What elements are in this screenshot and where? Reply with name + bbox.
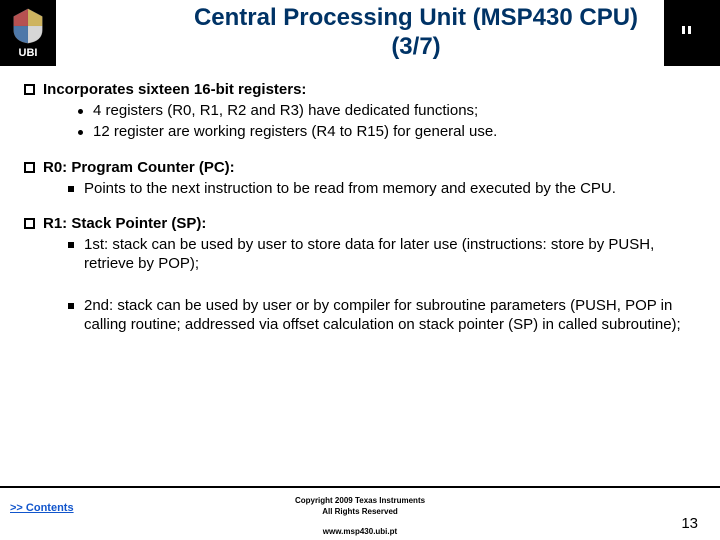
list-item: 1st: stack can be used by user to store … — [68, 235, 696, 273]
checkbox-bullet-icon — [24, 218, 35, 229]
list-item: 2nd: stack can be used by user or by com… — [68, 296, 696, 334]
header-bar: UBI Central Processing Unit (MSP430 CPU)… — [0, 0, 720, 66]
slide-title: Central Processing Unit (MSP430 CPU) (3/… — [56, 4, 720, 62]
dot-bullet-icon — [78, 130, 83, 135]
list-item: Points to the next instruction to be rea… — [68, 179, 696, 198]
copyright-block: Copyright 2009 Texas Instruments All Rig… — [0, 496, 720, 518]
ti-logo-icon — [672, 14, 712, 52]
sub-list: 1st: stack can be used by user to store … — [24, 235, 696, 334]
slide-content: Incorporates sixteen 16-bit registers: 4… — [0, 66, 720, 334]
list-item: 4 registers (R0, R1, R2 and R3) have ded… — [78, 101, 696, 120]
section-heading: R1: Stack Pointer (SP): — [24, 214, 696, 233]
list-item: 12 register are working registers (R4 to… — [78, 122, 696, 141]
checkbox-bullet-icon — [24, 84, 35, 95]
sub-list: 4 registers (R0, R1, R2 and R3) have ded… — [24, 101, 696, 141]
dot-bullet-icon — [78, 109, 83, 114]
square-bullet-icon — [68, 242, 74, 248]
section-registers: Incorporates sixteen 16-bit registers: 4… — [24, 80, 696, 142]
title-line-1: Central Processing Unit (MSP430 CPU) — [56, 4, 720, 33]
section-r0: R0: Program Counter (PC): Points to the … — [24, 158, 696, 198]
ubi-label: UBI — [19, 47, 38, 59]
sub-list: Points to the next instruction to be rea… — [24, 179, 696, 198]
heading-text: R1: Stack Pointer (SP): — [43, 214, 206, 233]
item-text: 4 registers (R0, R1, R2 and R3) have ded… — [93, 101, 478, 120]
checkbox-bullet-icon — [24, 162, 35, 173]
title-line-2: (3/7) — [56, 33, 720, 62]
copyright-line-2: All Rights Reserved — [0, 507, 720, 518]
square-bullet-icon — [68, 303, 74, 309]
section-r1: R1: Stack Pointer (SP): 1st: stack can b… — [24, 214, 696, 334]
section-heading: R0: Program Counter (PC): — [24, 158, 696, 177]
copyright-line-1: Copyright 2009 Texas Instruments — [0, 496, 720, 507]
item-text: 12 register are working registers (R4 to… — [93, 122, 497, 141]
heading-text: Incorporates sixteen 16-bit registers: — [43, 80, 306, 99]
item-text: 2nd: stack can be used by user or by com… — [84, 296, 696, 334]
square-bullet-icon — [68, 186, 74, 192]
footer: >> Contents Copyright 2009 Texas Instrum… — [0, 486, 720, 540]
slide-number: 13 — [681, 515, 698, 532]
website-url: www.msp430.ubi.pt — [0, 527, 720, 536]
item-text: 1st: stack can be used by user to store … — [84, 235, 696, 273]
heading-text: R0: Program Counter (PC): — [43, 158, 235, 177]
title-area: Central Processing Unit (MSP430 CPU) (3/… — [56, 0, 664, 66]
item-text: Points to the next instruction to be rea… — [84, 179, 616, 198]
ubi-crest-icon — [9, 7, 47, 45]
ubi-logo: UBI — [0, 0, 56, 66]
section-heading: Incorporates sixteen 16-bit registers: — [24, 80, 696, 99]
